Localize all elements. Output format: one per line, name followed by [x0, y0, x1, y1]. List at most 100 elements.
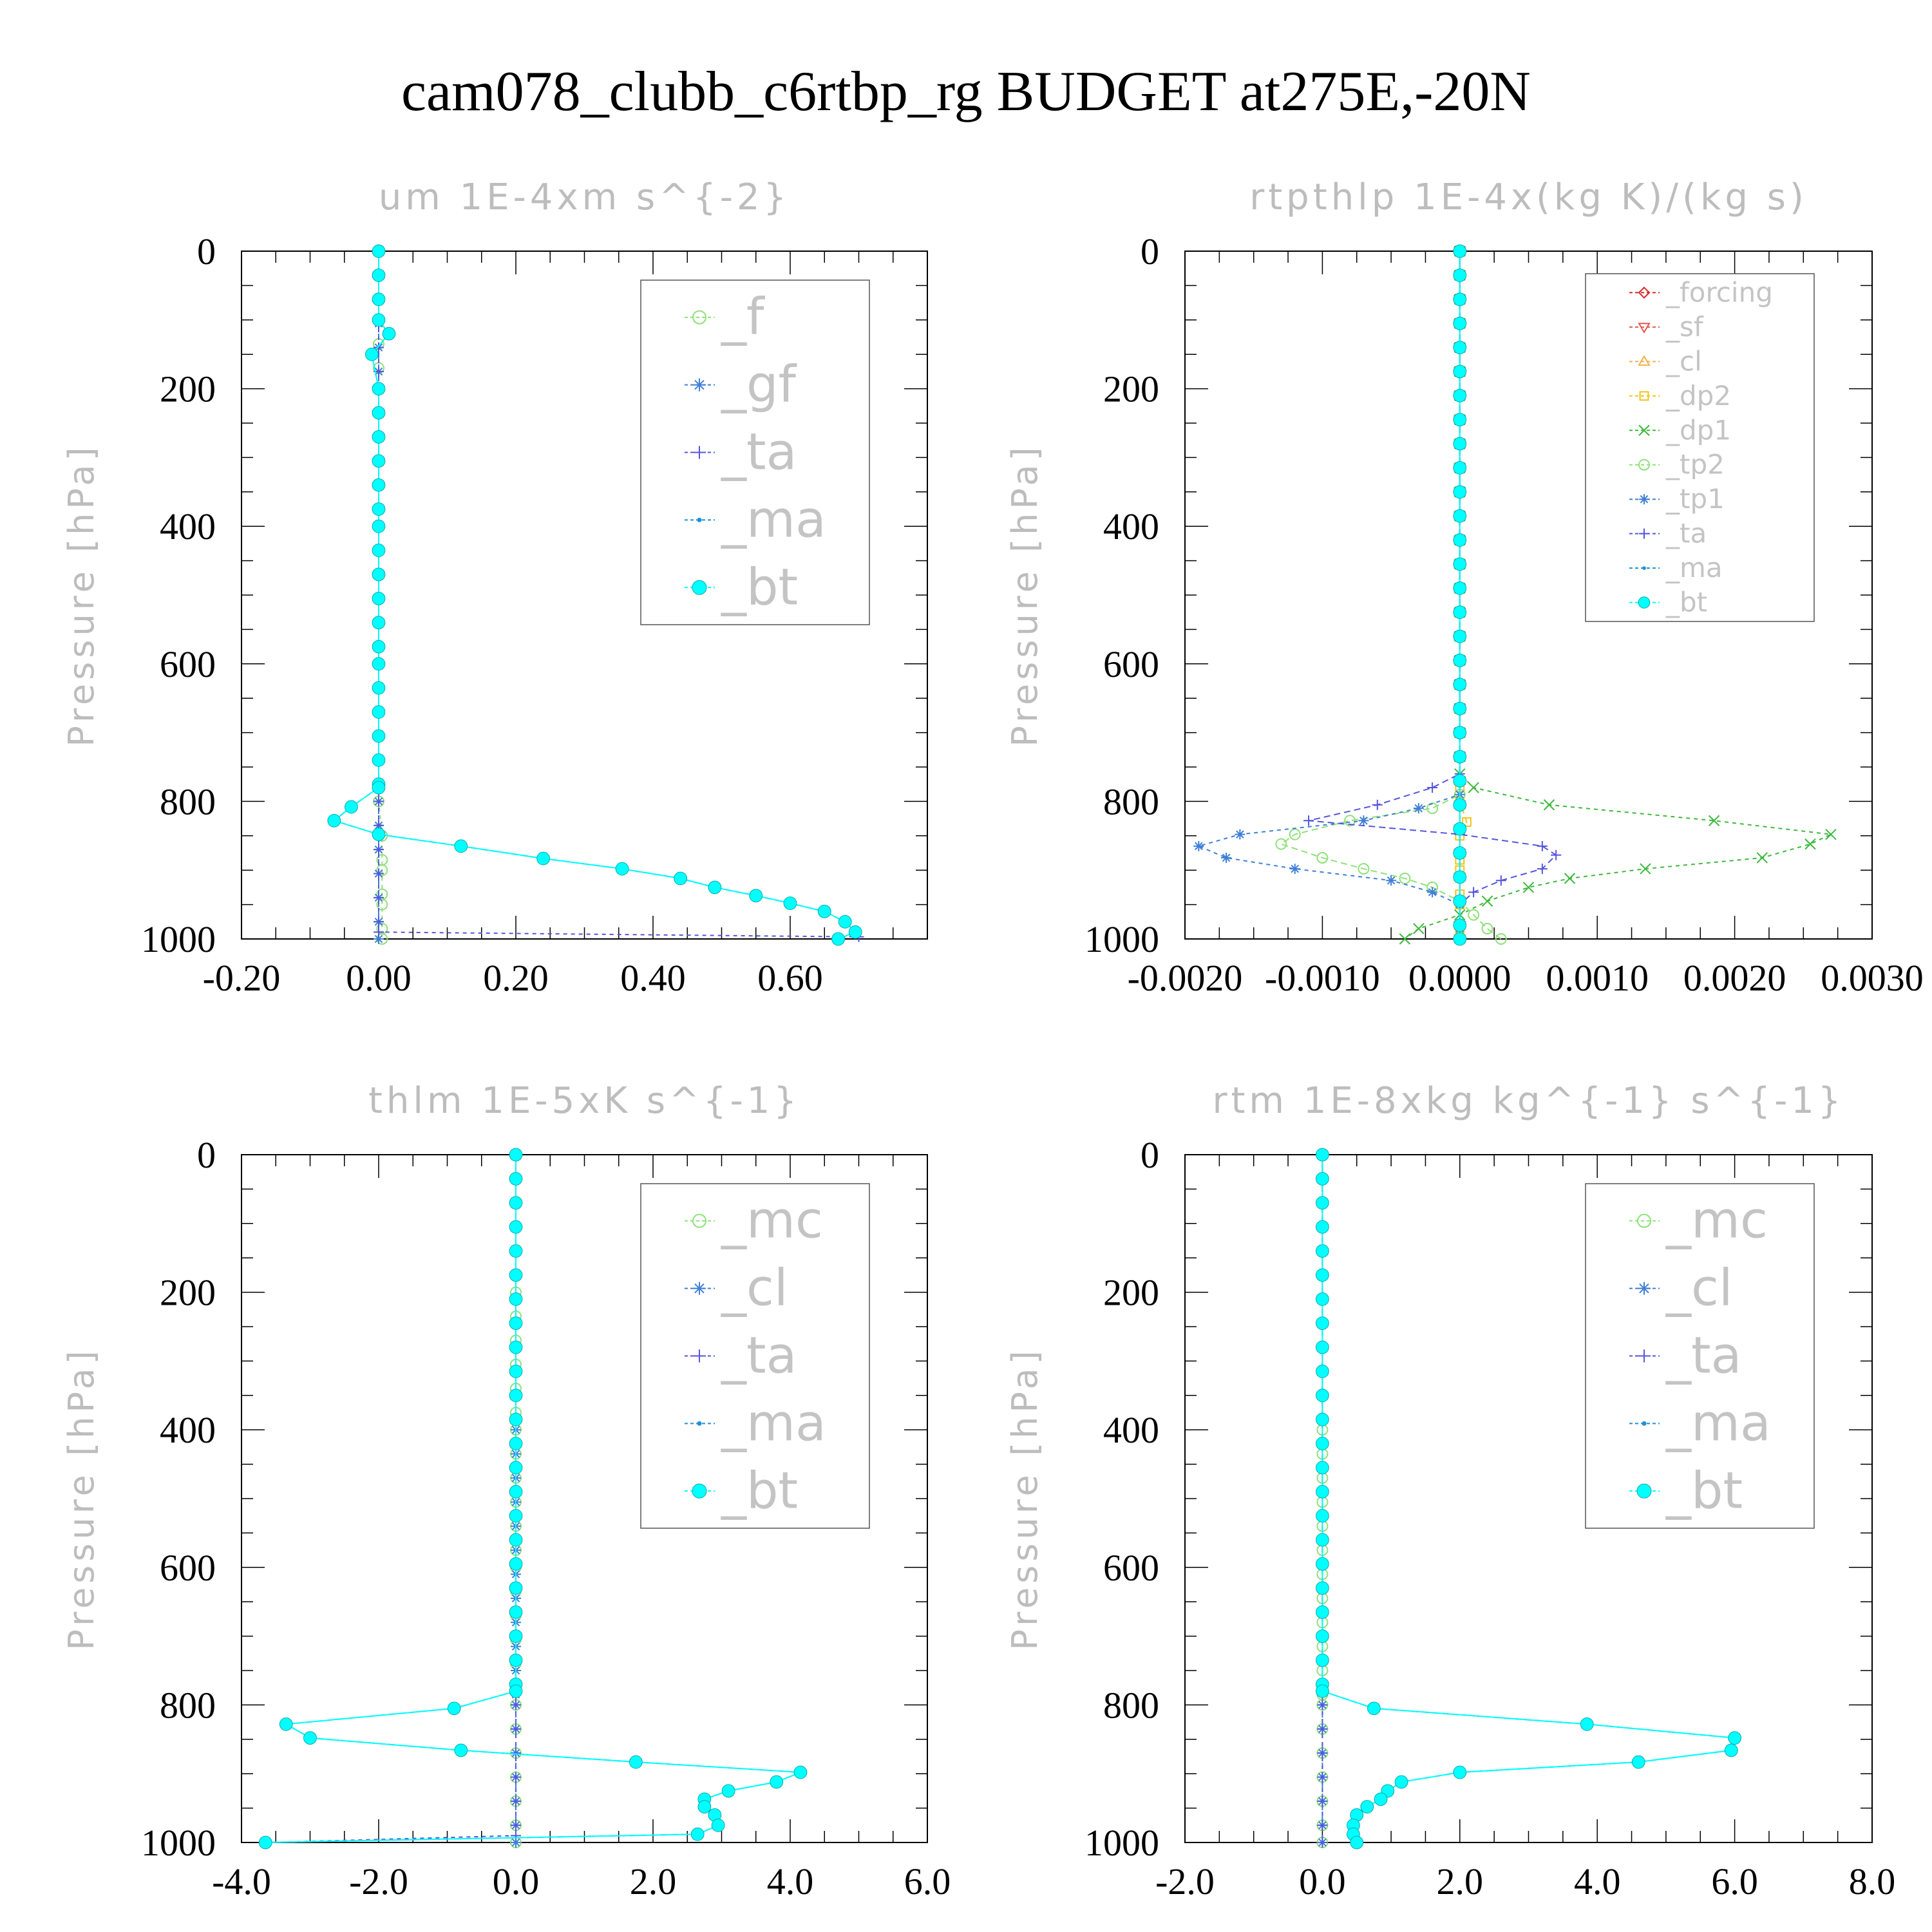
x-tick-label: 0.60 — [757, 957, 823, 999]
data-point — [372, 313, 386, 327]
data-point — [1303, 815, 1314, 826]
y-tick-label: 1000 — [141, 918, 216, 960]
data-point — [372, 705, 386, 719]
x-tick-label: 0.00 — [346, 957, 412, 999]
y-tick-label: 0 — [1141, 231, 1159, 272]
data-point — [1350, 1835, 1364, 1850]
data-point — [454, 1743, 468, 1757]
data-point — [372, 681, 386, 695]
data-point — [1756, 852, 1768, 864]
data-point — [697, 1800, 712, 1814]
data-point — [770, 1775, 784, 1789]
legend-marker — [1639, 391, 1649, 401]
data-point — [1399, 873, 1411, 885]
data-point — [374, 892, 384, 903]
legend-box — [1585, 1183, 1815, 1529]
data-point — [374, 796, 384, 807]
panel-title: um 1E-4xm s^{-2} — [379, 176, 790, 218]
series-bt — [1453, 244, 1467, 946]
data-point — [1453, 701, 1467, 715]
data-point — [1537, 840, 1548, 851]
data-point — [1358, 863, 1370, 875]
data-point — [1825, 828, 1837, 840]
data-point — [372, 753, 386, 767]
data-point — [1453, 485, 1467, 499]
x-tick-label: 8.0 — [1849, 1861, 1896, 1902]
legend-marker — [1642, 566, 1646, 570]
data-point — [1468, 782, 1479, 793]
legend-marker — [1638, 596, 1651, 609]
y-tick-label: 200 — [1103, 368, 1159, 410]
data-point — [749, 889, 763, 903]
data-point — [509, 1365, 523, 1378]
legend-marker — [1638, 459, 1650, 471]
legend-label: _ta — [721, 1327, 797, 1385]
legend-marker — [693, 446, 706, 459]
x-tick-label: 4.0 — [767, 1861, 814, 1902]
data-point — [509, 1171, 523, 1186]
legend-marker — [1639, 528, 1649, 539]
y-tick-label: 0 — [1141, 1134, 1159, 1176]
data-point — [1453, 268, 1467, 282]
data-point — [327, 813, 341, 828]
data-point — [615, 862, 629, 876]
data-point — [511, 1795, 521, 1806]
data-point — [374, 927, 384, 938]
y-tick-label: 400 — [160, 1409, 216, 1451]
data-point — [1317, 1820, 1328, 1831]
data-point — [511, 1830, 521, 1841]
data-point — [1453, 654, 1467, 667]
data-point — [1315, 1437, 1329, 1450]
data-point — [1522, 882, 1535, 893]
legend-label: _ma — [721, 1394, 826, 1452]
data-point — [1413, 923, 1425, 934]
data-point — [1453, 1765, 1467, 1779]
series-tp2 — [1275, 245, 1507, 945]
legend-marker — [1639, 494, 1649, 505]
data-point — [793, 1765, 808, 1779]
data-point — [1360, 1800, 1374, 1814]
y-tick-label: 800 — [160, 1684, 216, 1726]
data-point — [1543, 799, 1555, 811]
y-tick-label: 200 — [1103, 1272, 1159, 1314]
legend-marker — [1638, 424, 1650, 436]
data-point — [1640, 863, 1651, 875]
data-point — [1289, 864, 1300, 875]
series-line — [269, 1155, 516, 1843]
data-point — [509, 1461, 523, 1475]
data-point — [509, 1196, 523, 1210]
data-point — [372, 502, 386, 516]
series-line — [1197, 251, 1461, 939]
data-point — [1315, 1220, 1329, 1234]
data-point — [1394, 1775, 1408, 1789]
legend-label: _forcing — [1665, 276, 1773, 308]
y-axis-label: Pressure [hPa] — [61, 443, 102, 746]
legend-label: _f — [721, 289, 765, 346]
legend-label: _gf — [721, 356, 797, 414]
legend-marker — [692, 1213, 706, 1228]
data-point — [1453, 932, 1467, 946]
data-point — [1481, 922, 1493, 934]
series-line — [1280, 251, 1502, 940]
data-point — [1358, 815, 1369, 826]
data-point — [374, 844, 384, 855]
data-point — [1804, 838, 1816, 850]
x-tick-label: -0.0020 — [1128, 957, 1243, 999]
y-tick-label: 800 — [160, 781, 216, 822]
data-point — [1453, 677, 1467, 692]
data-point — [372, 591, 386, 605]
data-point — [509, 1244, 523, 1258]
chart-panel-1: um 1E-4xm s^{-2} Pressure [hPa] 0 200 400 600… — [61, 176, 928, 999]
data-point — [509, 1388, 523, 1403]
legend-box — [640, 1183, 870, 1529]
data-point — [1453, 388, 1467, 402]
data-point — [1453, 822, 1467, 836]
data-point — [1453, 918, 1467, 933]
data-point — [374, 342, 384, 353]
x-tick-label: 0.40 — [620, 957, 686, 999]
legend-marker — [1638, 1349, 1651, 1363]
legend-label: _ma — [1665, 1394, 1771, 1452]
data-point — [1315, 1581, 1329, 1595]
